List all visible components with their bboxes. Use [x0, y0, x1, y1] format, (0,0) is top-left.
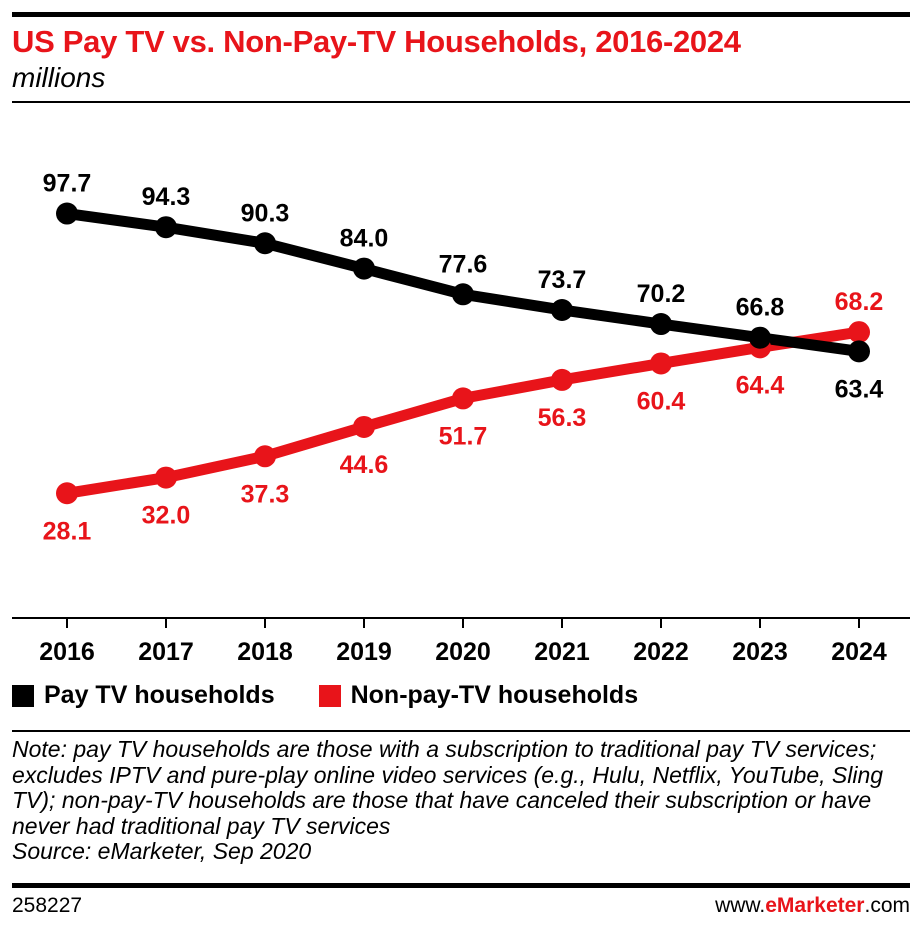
data-label-1: 64.4: [736, 371, 785, 399]
data-point-0: [254, 232, 276, 255]
data-label-1: 44.6: [340, 451, 389, 479]
line-chart: 2016 2017 2018 2019 2020 2021 2022 2023 2024 97.7…: [12, 170, 910, 666]
brand-name: eMarketer: [765, 894, 865, 917]
legend: Pay TV households Non-pay-TV households: [12, 681, 682, 710]
data-label-0: 94.3: [142, 183, 191, 211]
series-line-0: [61, 208, 865, 357]
data-point-1: [650, 352, 672, 375]
data-label-0: 63.4: [835, 375, 884, 403]
brand-link[interactable]: www.eMarketer.com: [715, 894, 910, 918]
data-point-0: [56, 202, 78, 225]
legend-label-non-pay-tv: Non-pay-TV households: [350, 681, 639, 709]
chart-subtitle: millions: [12, 62, 106, 93]
data-label-1: 32.0: [142, 502, 191, 530]
data-label-1: 60.4: [637, 387, 686, 415]
x-tick-label: 2020: [435, 638, 491, 666]
data-point-1: [452, 387, 474, 410]
legend-item-non-pay-tv: Non-pay-TV households: [318, 681, 639, 710]
data-point-1: [56, 482, 78, 505]
data-label-0: 70.2: [637, 280, 686, 308]
note-block: Note: pay TV households are those with a…: [12, 736, 910, 865]
data-point-1: [353, 415, 375, 438]
data-point-0: [848, 340, 870, 363]
data-label-0: 90.3: [241, 199, 290, 227]
x-tick-label: 2016: [39, 638, 95, 666]
data-point-1: [254, 445, 276, 468]
data-point-0: [452, 283, 474, 306]
x-tick-label: 2017: [138, 638, 194, 666]
top-rule: [12, 12, 910, 17]
data-label-1: 28.1: [43, 517, 92, 545]
series-line-1: [61, 326, 865, 499]
chart-title: US Pay TV vs. Non-Pay-TV Households, 201…: [12, 24, 741, 59]
x-tick-label: 2023: [732, 638, 788, 666]
bottom-rule: [12, 883, 910, 888]
legend-label-pay-tv: Pay TV households: [44, 681, 275, 709]
brand-suffix: .com: [864, 894, 910, 917]
legend-swatch-non-pay-tv: [318, 684, 341, 707]
data-point-0: [650, 313, 672, 336]
data-point-1: [155, 466, 177, 489]
data-point-1: [848, 321, 870, 344]
data-label-0: 77.6: [439, 250, 488, 278]
x-tick-label: 2021: [534, 638, 590, 666]
data-label-0: 73.7: [538, 266, 587, 294]
data-label-1: 37.3: [241, 480, 290, 508]
data-point-0: [749, 326, 771, 349]
legend-item-pay-tv: Pay TV households: [12, 681, 275, 710]
x-tick-label: 2018: [237, 638, 293, 666]
data-point-1: [551, 368, 573, 391]
data-point-0: [551, 298, 573, 321]
data-label-0: 84.0: [340, 225, 389, 253]
chart-id: 258227: [12, 894, 83, 917]
header-rule: [12, 101, 910, 103]
data-point-0: [353, 257, 375, 280]
data-label-0: 66.8: [736, 294, 785, 322]
brand-prefix: www.: [715, 894, 766, 917]
legend-swatch-pay-tv: [12, 684, 34, 707]
note-text: Note: pay TV households are those with a…: [12, 736, 884, 839]
note-rule: [12, 730, 910, 732]
data-label-1: 51.7: [439, 422, 488, 450]
x-tick-label: 2024: [831, 638, 887, 666]
data-label-1: 56.3: [538, 404, 587, 432]
source-text: Source: eMarketer, Sep 2020: [12, 838, 312, 864]
x-tick-label: 2019: [336, 638, 392, 666]
x-tick-label: 2022: [633, 638, 689, 666]
data-label-1: 68.2: [835, 288, 884, 316]
data-point-0: [155, 216, 177, 239]
data-label-0: 97.7: [43, 170, 92, 198]
